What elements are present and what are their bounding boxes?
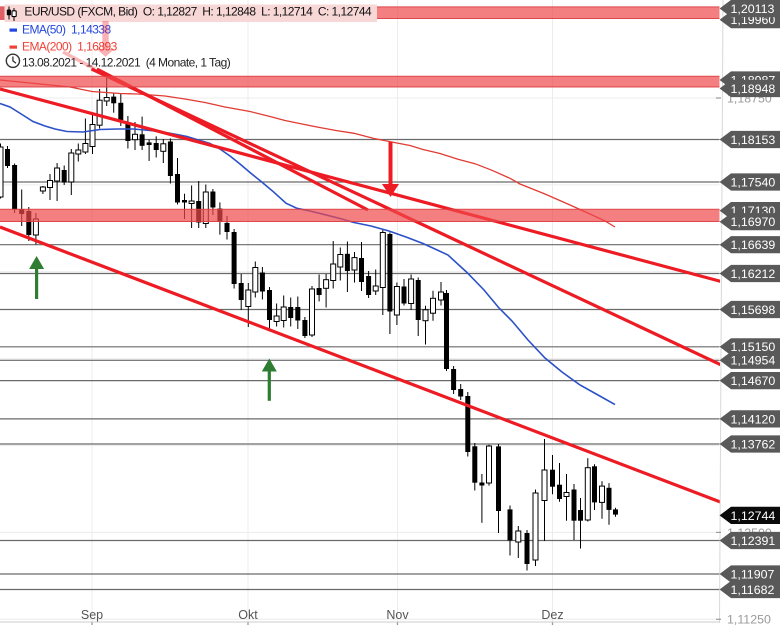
svg-text:EMA(200) 1,16893: EMA(200) 1,16893 [22, 40, 118, 54]
svg-text:1,20113: 1,20113 [731, 2, 775, 16]
svg-text:1,11250: 1,11250 [727, 613, 771, 625]
svg-text:1,14670: 1,14670 [731, 374, 776, 388]
svg-text:1,13762: 1,13762 [731, 437, 776, 451]
svg-text:13.08.2021 - 14.12.2021 (4 Mo: 13.08.2021 - 14.12.2021 (4 Monate, 1 Tag… [22, 55, 231, 69]
svg-text:Sep: Sep [81, 608, 103, 622]
svg-text:1,14120: 1,14120 [731, 412, 776, 426]
svg-text:1,17540: 1,17540 [731, 175, 776, 189]
svg-text:1,18948: 1,18948 [731, 82, 776, 96]
svg-text:1,12391: 1,12391 [731, 534, 776, 548]
svg-text:Nov: Nov [386, 608, 409, 622]
svg-text:1,18153: 1,18153 [731, 133, 776, 147]
svg-text:1,12744: 1,12744 [731, 509, 776, 523]
svg-text:1,15698: 1,15698 [731, 303, 776, 317]
svg-text:1,11907: 1,11907 [731, 567, 775, 581]
svg-text:1,11682: 1,11682 [731, 583, 775, 597]
svg-text:1,15150: 1,15150 [731, 340, 776, 354]
svg-text:1,16639: 1,16639 [731, 238, 776, 252]
svg-text:EMA(50) 1,14338: EMA(50) 1,14338 [22, 23, 111, 37]
svg-text:Dez: Dez [541, 608, 563, 622]
svg-text:Okt: Okt [238, 608, 258, 622]
svg-text:1,16212: 1,16212 [731, 267, 776, 281]
svg-text:1,16970: 1,16970 [731, 215, 776, 229]
svg-text:1,14954: 1,14954 [731, 354, 776, 368]
svg-text:EUR/USD (FXCM, Bid) O: 1,1282: EUR/USD (FXCM, Bid) O: 1,12827 H: 1,1284… [24, 5, 372, 19]
